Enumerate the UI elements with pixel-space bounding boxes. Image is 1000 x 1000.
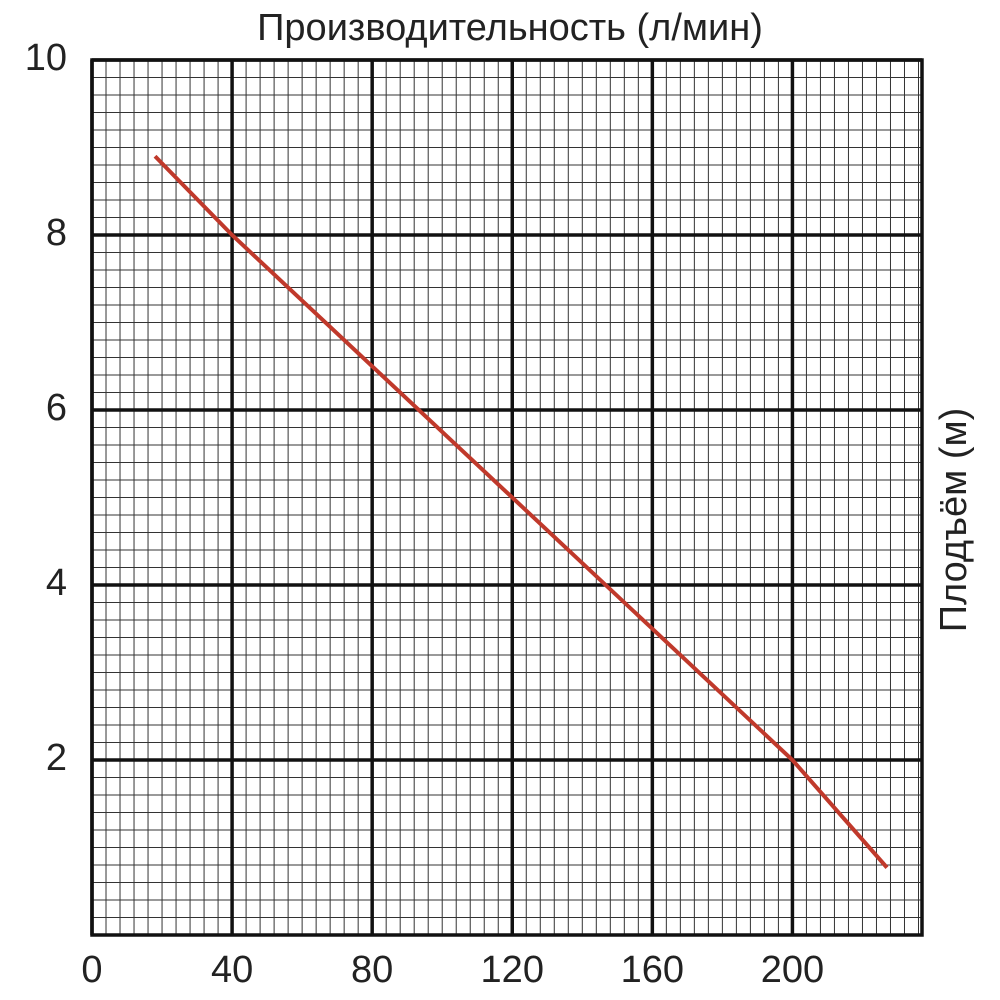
chart-title: Производительность (л/мин) — [257, 7, 763, 49]
y-tick-label: 4 — [46, 562, 67, 604]
y-tick-label: 2 — [46, 737, 67, 779]
x-tick-label: 120 — [481, 949, 544, 991]
data-line — [153, 154, 889, 869]
y-tick-label: 8 — [46, 212, 67, 254]
y-tick-label: 6 — [46, 387, 67, 429]
x-tick-label: 40 — [211, 949, 253, 991]
y-tick-label: 10 — [25, 37, 67, 79]
x-tick-label: 200 — [761, 949, 824, 991]
x-tick-label: 0 — [81, 949, 102, 991]
y-axis-label: Плодъём (м) — [933, 408, 975, 633]
x-tick-label: 160 — [621, 949, 684, 991]
x-tick-label: 80 — [351, 949, 393, 991]
